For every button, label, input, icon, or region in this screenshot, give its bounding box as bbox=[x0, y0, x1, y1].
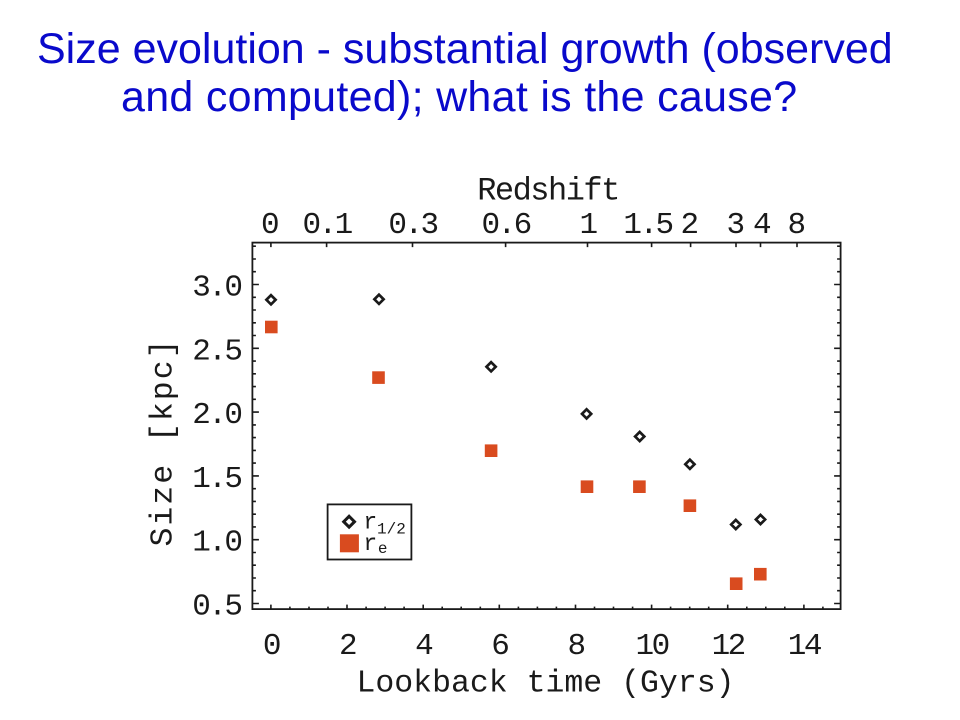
svg-text:Size [kpc]: Size [kpc] bbox=[147, 337, 182, 546]
svg-text:2.5: 2.5 bbox=[192, 334, 241, 369]
svg-text:1/2: 1/2 bbox=[377, 521, 406, 539]
svg-text:3.0: 3.0 bbox=[192, 271, 241, 306]
svg-text:2: 2 bbox=[680, 208, 697, 243]
svg-text:0.5: 0.5 bbox=[192, 590, 241, 625]
svg-text:1.0: 1.0 bbox=[192, 526, 241, 561]
svg-text:3: 3 bbox=[726, 208, 743, 243]
svg-text:4: 4 bbox=[415, 629, 433, 664]
svg-text:e: e bbox=[378, 540, 388, 558]
svg-text:6: 6 bbox=[491, 629, 508, 664]
svg-text:0.6: 0.6 bbox=[481, 208, 530, 243]
svg-text:2.0: 2.0 bbox=[192, 398, 241, 433]
svg-text:12: 12 bbox=[712, 629, 745, 664]
svg-text:0.3: 0.3 bbox=[388, 208, 437, 243]
svg-text:Redshift: Redshift bbox=[477, 173, 619, 210]
svg-text:10: 10 bbox=[635, 629, 668, 664]
svg-text:0: 0 bbox=[261, 208, 278, 243]
svg-text:0: 0 bbox=[263, 629, 280, 664]
svg-text:14: 14 bbox=[788, 629, 822, 664]
svg-text:1.5: 1.5 bbox=[192, 462, 241, 497]
svg-text:Lookback time (Gyrs): Lookback time (Gyrs) bbox=[356, 667, 734, 702]
svg-text:4: 4 bbox=[753, 208, 771, 243]
svg-text:r: r bbox=[363, 531, 377, 557]
svg-text:1.5: 1.5 bbox=[623, 208, 672, 243]
svg-text:8: 8 bbox=[567, 629, 584, 664]
svg-text:2: 2 bbox=[339, 629, 356, 664]
svg-text:1: 1 bbox=[579, 208, 597, 243]
svg-text:r: r bbox=[363, 510, 377, 536]
svg-text:0.1: 0.1 bbox=[302, 208, 352, 243]
svg-text:8: 8 bbox=[787, 208, 804, 243]
